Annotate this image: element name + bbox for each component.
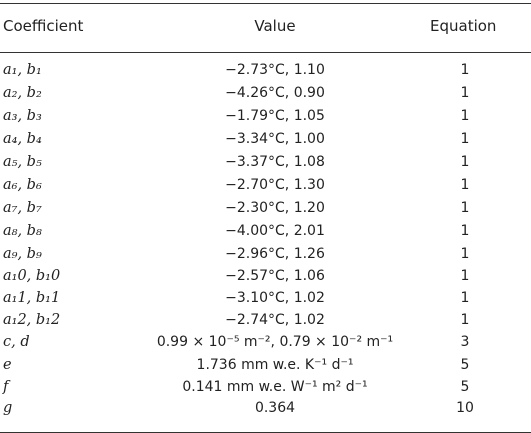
value-cell: −2.96°C, 1.26 [225, 246, 325, 262]
equation-cell: 1 [460, 312, 470, 328]
coefficient-cell: a₅, b₅ [3, 154, 42, 170]
equation-cell: 1 [460, 108, 470, 124]
value-cell: 0.99 × 10⁻⁵ m⁻², 0.79 × 10⁻² m⁻¹ [156, 334, 394, 350]
coefficient-cell: a₄, b₄ [3, 131, 42, 147]
coefficient-cell: c, d [3, 334, 30, 350]
coefficient-cell: f [3, 379, 9, 395]
value-cell: −4.26°C, 0.90 [225, 85, 325, 101]
coefficient-cell: a₉, b₉ [3, 246, 42, 262]
coefficient-cell: a₂, b₂ [3, 85, 42, 101]
value-cell: 1.736 mm w.e. K⁻¹ d⁻¹ [196, 357, 354, 373]
coefficient-cell: a₁2, b₁2 [3, 312, 61, 328]
table-row: a₅, b₅ −3.37°C, 1.08 1 [0, 152, 531, 172]
top-rule [0, 3, 531, 4]
table-row: a₄, b₄ −3.34°C, 1.00 1 [0, 129, 531, 149]
table-row: c, d 0.99 × 10⁻⁵ m⁻², 0.79 × 10⁻² m⁻¹ 3 [0, 332, 531, 352]
table-row: a₉, b₉ −2.96°C, 1.26 1 [0, 244, 531, 264]
table-row: e 1.736 mm w.e. K⁻¹ d⁻¹ 5 [0, 355, 531, 375]
table-row: a₇, b₇ −2.30°C, 1.20 1 [0, 198, 531, 218]
coefficient-cell: a₆, b₆ [3, 177, 42, 193]
table-row: a₁1, b₁1 −3.10°C, 1.02 1 [0, 288, 531, 308]
header-equation: Equation [430, 17, 497, 35]
coefficient-cell: a₇, b₇ [3, 200, 42, 216]
value-cell: −4.00°C, 2.01 [225, 223, 325, 239]
table-row: a₁, b₁ −2.73°C, 1.10 1 [0, 60, 531, 80]
equation-cell: 1 [460, 131, 470, 147]
header-rule [0, 52, 531, 53]
value-cell: −3.10°C, 1.02 [225, 290, 325, 306]
table-row: g 0.364 10 [0, 398, 531, 418]
coefficient-cell: a₃, b₃ [3, 108, 42, 124]
value-cell: −3.37°C, 1.08 [225, 154, 325, 170]
table-row: a₈, b₈ −4.00°C, 2.01 1 [0, 221, 531, 241]
value-cell: −2.74°C, 1.02 [225, 312, 325, 328]
coefficient-cell: g [3, 400, 13, 416]
table-row: a₂, b₂ −4.26°C, 0.90 1 [0, 83, 531, 103]
value-cell: −3.34°C, 1.00 [225, 131, 325, 147]
value-cell: 0.364 [254, 400, 296, 416]
equation-cell: 10 [456, 400, 474, 416]
equation-cell: 1 [460, 62, 470, 78]
table-row: f 0.141 mm w.e. W⁻¹ m² d⁻¹ 5 [0, 377, 531, 397]
header-coefficient: Coefficient [3, 17, 84, 35]
equation-cell: 5 [460, 379, 470, 395]
table-row: a₁0, b₁0 −2.57°C, 1.06 1 [0, 266, 531, 286]
coefficient-cell: a₁1, b₁1 [3, 290, 61, 306]
coefficient-cell: e [3, 357, 12, 373]
equation-cell: 1 [460, 246, 470, 262]
header-value: Value [254, 17, 296, 35]
value-cell: −1.79°C, 1.05 [225, 108, 325, 124]
value-cell: −2.30°C, 1.20 [225, 200, 325, 216]
value-cell: −2.73°C, 1.10 [225, 62, 325, 78]
equation-cell: 1 [460, 200, 470, 216]
coefficient-cell: a₁, b₁ [3, 62, 42, 78]
value-cell: 0.141 mm w.e. W⁻¹ m² d⁻¹ [182, 379, 368, 395]
table-row: a₁2, b₁2 −2.74°C, 1.02 1 [0, 310, 531, 330]
value-cell: −2.70°C, 1.30 [225, 177, 325, 193]
value-cell: −2.57°C, 1.06 [225, 268, 325, 284]
equation-cell: 1 [460, 290, 470, 306]
equation-cell: 1 [460, 154, 470, 170]
coefficient-cell: a₁0, b₁0 [3, 268, 61, 284]
coefficient-cell: a₈, b₈ [3, 223, 42, 239]
table-row: a₆, b₆ −2.70°C, 1.30 1 [0, 175, 531, 195]
equation-cell: 3 [460, 334, 470, 350]
equation-cell: 1 [460, 268, 470, 284]
equation-cell: 5 [460, 357, 470, 373]
equation-cell: 1 [460, 85, 470, 101]
table-row: a₃, b₃ −1.79°C, 1.05 1 [0, 106, 531, 126]
equation-cell: 1 [460, 223, 470, 239]
equation-cell: 1 [460, 177, 470, 193]
